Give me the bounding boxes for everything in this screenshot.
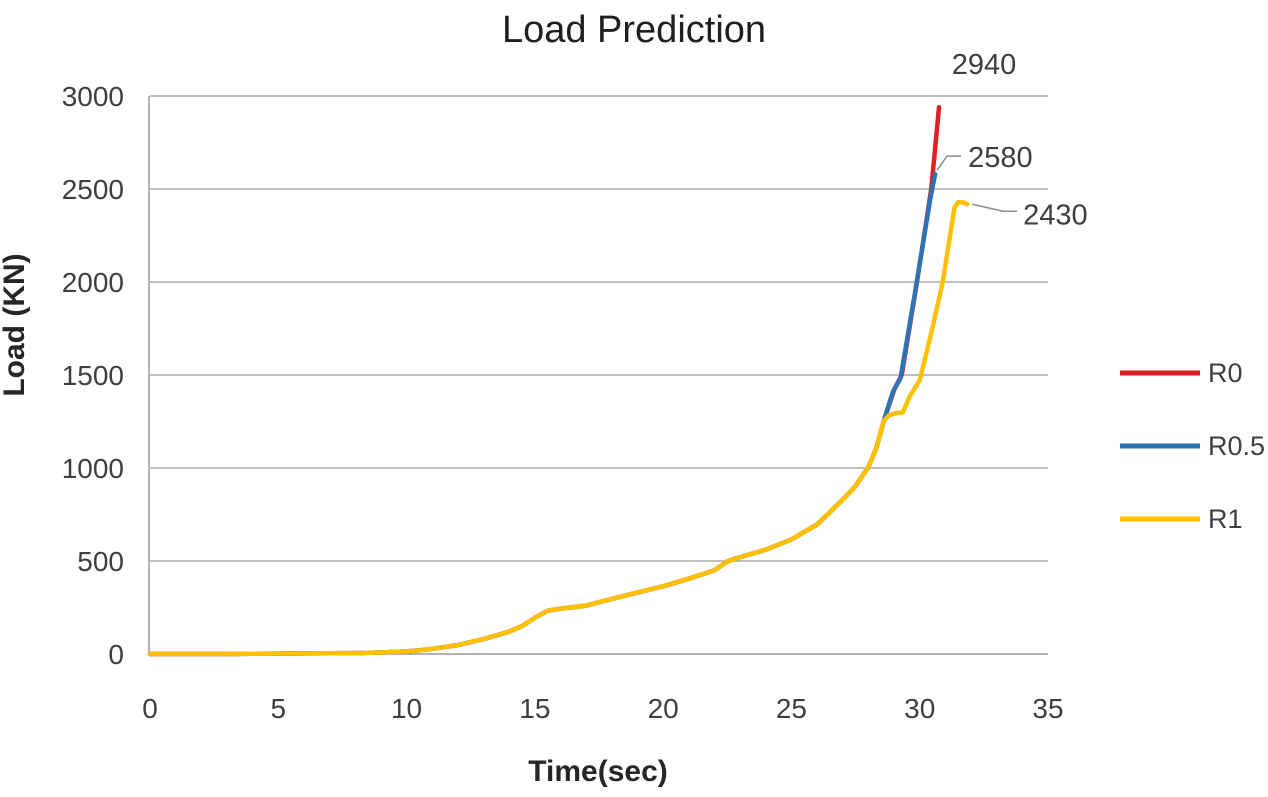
x-tick-0: 0 [142, 693, 158, 724]
x-tick-20: 20 [648, 693, 679, 724]
x-tick-5: 5 [270, 693, 286, 724]
y-tick-3000: 3000 [62, 81, 124, 112]
leader-line-R0.5 [936, 155, 962, 171]
x-tick-30: 30 [904, 693, 935, 724]
y-axis-tick-labels: 0 500 1000 1500 2000 2500 3000 [62, 81, 124, 670]
series-line-R1[interactable] [147, 199, 970, 657]
gridlines [150, 95, 1048, 562]
legend: R0 R0.5 R1 [1120, 358, 1265, 534]
data-labels: 2940 2580 2430 [936, 49, 1088, 231]
x-tick-15: 15 [519, 693, 550, 724]
data-label-R0: 2940 [952, 49, 1017, 81]
leader-line-R1 [972, 203, 1018, 213]
data-label-R1: 2430 [1023, 199, 1088, 231]
y-tick-0: 0 [108, 639, 124, 670]
legend-label-R0: R0 [1208, 358, 1243, 388]
y-axis-title: Load (KN) [0, 253, 31, 396]
legend-item-R0.5[interactable]: R0.5 [1120, 431, 1265, 461]
y-tick-2500: 2500 [62, 174, 124, 205]
legend-item-R0[interactable]: R0 [1120, 358, 1243, 388]
series-lines [147, 104, 970, 657]
y-tick-1500: 1500 [62, 360, 124, 391]
y-tick-1000: 1000 [62, 453, 124, 484]
y-tick-500: 500 [77, 546, 124, 577]
x-tick-10: 10 [391, 693, 422, 724]
x-tick-35: 35 [1032, 693, 1063, 724]
data-label-R0.5: 2580 [968, 142, 1033, 174]
legend-label-R0.5: R0.5 [1208, 431, 1265, 461]
legend-label-R1: R1 [1208, 504, 1243, 534]
x-axis-title: Time(sec) [528, 755, 668, 788]
x-axis-tick-labels: 0 5 10 15 20 25 30 35 [142, 693, 1063, 724]
legend-item-R1[interactable]: R1 [1120, 504, 1243, 534]
chart-title: Load Prediction [502, 9, 766, 51]
x-tick-25: 25 [776, 693, 807, 724]
y-tick-2000: 2000 [62, 267, 124, 298]
